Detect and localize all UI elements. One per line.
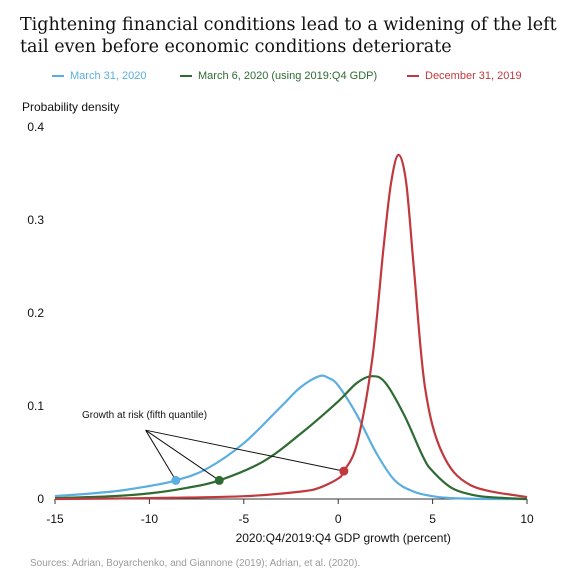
gar-point-march6	[214, 475, 224, 485]
annotation-label: Growth at risk (fifth quantile)	[82, 410, 207, 421]
legend-item-march31: March 31, 2020	[52, 70, 146, 82]
legend-swatch-march31	[52, 75, 64, 77]
annotation-pointer	[145, 429, 344, 472]
x-tick-label: -15	[46, 512, 64, 526]
legend: March 31, 2020 March 6, 2020 (using 2019…	[0, 70, 580, 88]
x-tick-label: 10	[520, 512, 534, 526]
annotation-pointer	[145, 429, 220, 481]
y-tick-label: 0	[37, 492, 44, 506]
legend-label-march31: March 31, 2020	[70, 70, 147, 82]
series-line-march31	[54, 374, 528, 501]
source-note: Sources: Adrian, Boyarchenko, and Gianno…	[30, 558, 361, 569]
y-tick-label: 0.2	[27, 306, 44, 320]
x-axis-label: 2020:Q4/2019:Q4 GDP growth (percent)	[236, 531, 451, 545]
gar-point-march31	[171, 475, 181, 485]
density-chart: 0 0.1 0.2 0.3 0.4 -15 -10 -5 0 5 10 2020:Q4/2019:Q4…	[27, 120, 534, 545]
x-tick-label: -5	[238, 512, 249, 526]
legend-label-march6: March 6, 2020 (using 2019:Q4 GDP)	[198, 70, 378, 82]
legend-item-dec31: December 31, 2019	[407, 70, 522, 82]
series-line-dec31	[54, 153, 528, 501]
y-tick-label: 0.1	[27, 399, 44, 413]
y-axis-label: Probability density	[22, 100, 120, 114]
gar-point-dec31	[339, 466, 349, 476]
x-tick-label: 0	[335, 512, 342, 526]
x-tick-label: -10	[141, 512, 159, 526]
legend-swatch-march6	[180, 75, 192, 77]
x-tick-label: 5	[429, 512, 436, 526]
chart-title: Tightening financial conditions lead to …	[20, 15, 557, 57]
legend-label-dec31: December 31, 2019	[425, 70, 522, 82]
annotation-pointer	[145, 429, 177, 481]
series-line-march6	[54, 375, 528, 501]
legend-item-march6: March 6, 2020 (using 2019:Q4 GDP)	[180, 70, 377, 82]
y-tick-label: 0.3	[27, 213, 44, 227]
y-tick-label: 0.4	[27, 120, 44, 134]
legend-swatch-dec31	[407, 75, 419, 77]
